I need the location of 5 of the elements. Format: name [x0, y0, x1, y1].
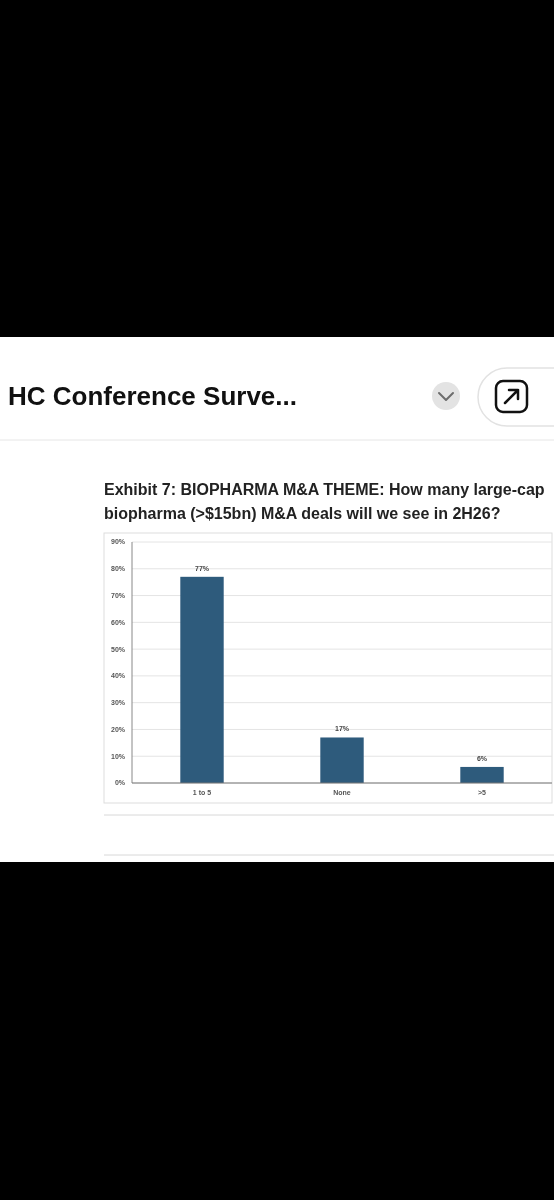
- text: HC Conference Surve...: [8, 381, 297, 411]
- bar: [320, 737, 364, 783]
- bar: [180, 576, 224, 783]
- bar: [460, 766, 504, 783]
- chart-title: Exhibit 7: BIOPHARMA M&A THEME: How many large-cap biopharma (>$15bn) M&A deals will we see in 2H26?: [104, 481, 545, 522]
